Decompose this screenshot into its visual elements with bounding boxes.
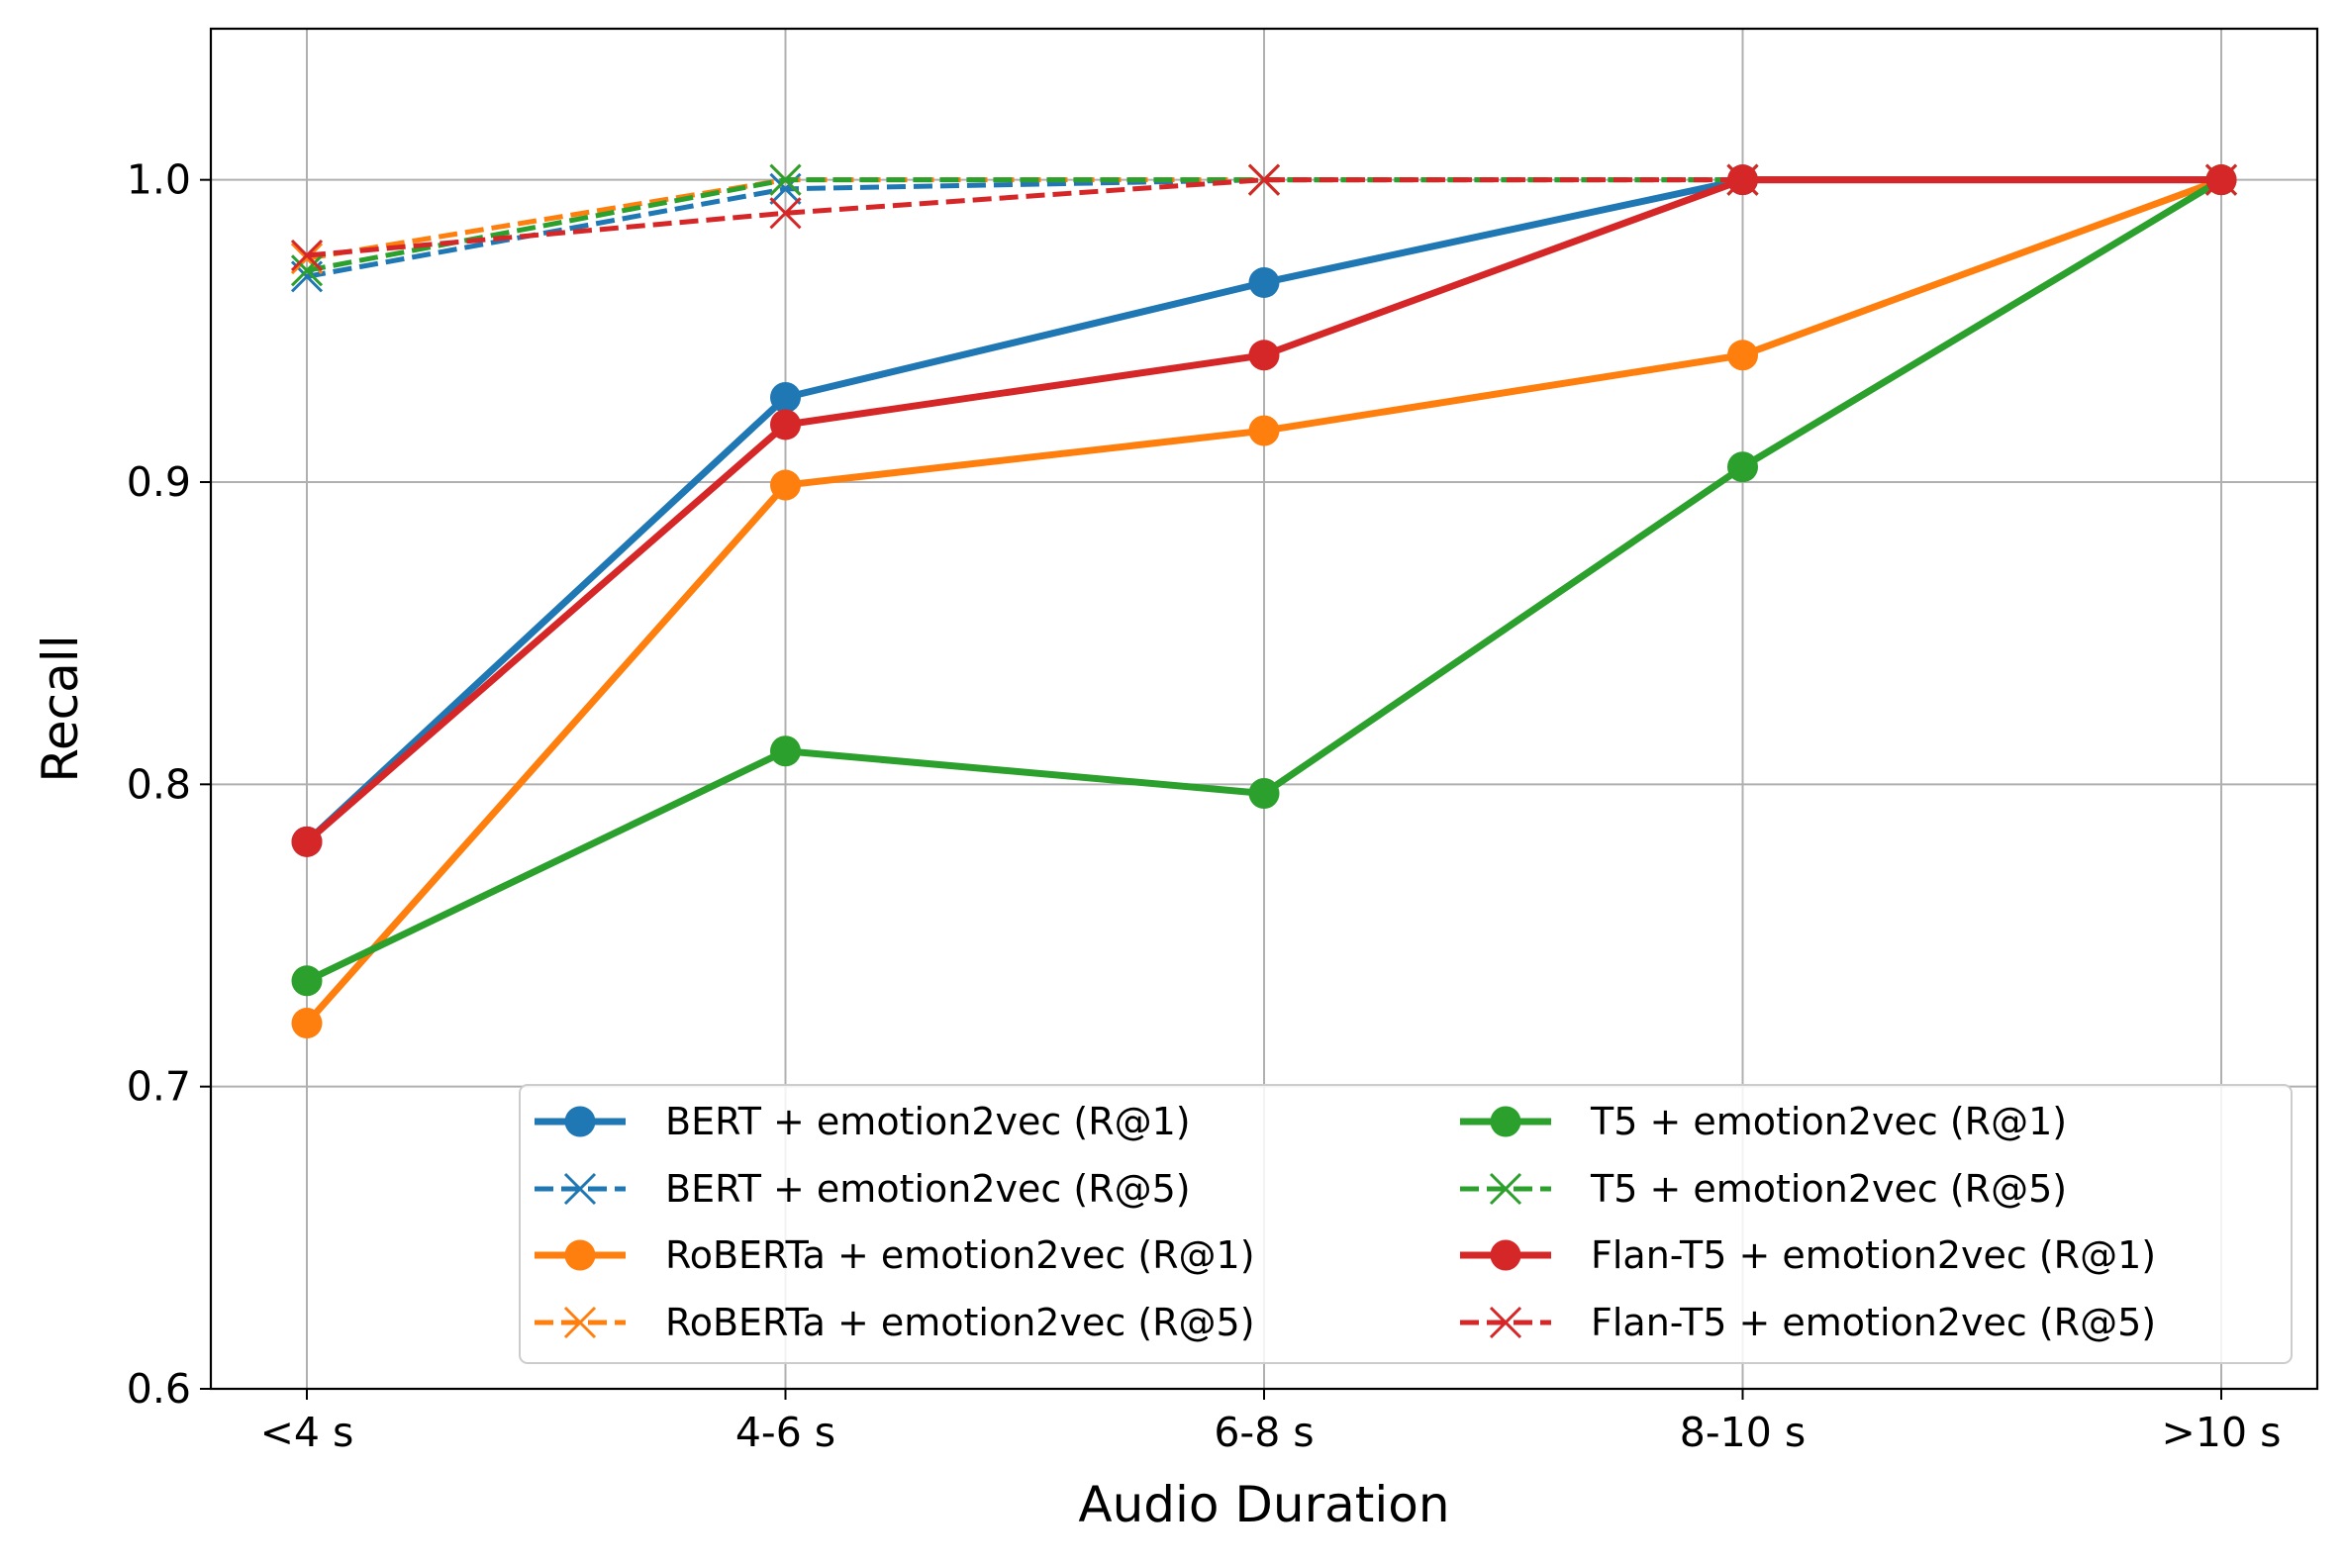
legend-label: T5 + emotion2vec (R@5) xyxy=(1590,1167,2067,1211)
data-point xyxy=(1247,163,1281,196)
legend-entry-roberta-emotion2vec-r-5: RoBERTa + emotion2vec (R@5) xyxy=(535,1301,1255,1344)
data-point xyxy=(2204,163,2238,196)
data-point xyxy=(770,735,801,767)
legend-entry-bert-emotion2vec-r-1: BERT + emotion2vec (R@1) xyxy=(535,1100,1191,1143)
data-point xyxy=(770,409,801,441)
data-point xyxy=(769,197,802,230)
legend-label: BERT + emotion2vec (R@5) xyxy=(665,1167,1191,1211)
y-tick-label: 0.9 xyxy=(127,458,191,506)
y-tick-label: 0.6 xyxy=(127,1365,191,1413)
data-point xyxy=(1248,415,1280,446)
axis-ticks: <4 s 4-6 s 6-8 s 8-10 s >10 s 0.6 0.7 0.8 0.9 1.0 xyxy=(127,156,2282,1456)
series-flan-t5-emotion2vec-r-5 xyxy=(290,163,2238,272)
legend-label: Flan-T5 + emotion2vec (R@5) xyxy=(1591,1301,2156,1344)
legend-swatch-marker xyxy=(1489,1172,1522,1206)
x-tick-label: >10 s xyxy=(2162,1409,2282,1456)
data-point xyxy=(291,1008,323,1039)
legend-entry-flan-t5-emotion2vec-r-5: Flan-T5 + emotion2vec (R@5) xyxy=(1460,1301,2156,1344)
x-axis-label: Audio Duration xyxy=(1078,1476,1449,1533)
data-point xyxy=(1248,777,1280,809)
data-point xyxy=(291,965,323,997)
legend-label: RoBERTa + emotion2vec (R@5) xyxy=(665,1301,1255,1344)
legend-entry-bert-emotion2vec-r-5: BERT + emotion2vec (R@5) xyxy=(535,1167,1191,1211)
legend-entry-t5-emotion2vec-r-5: T5 + emotion2vec (R@5) xyxy=(1460,1167,2067,1211)
legend-swatch-marker xyxy=(564,1239,596,1271)
legend-swatch-marker xyxy=(563,1172,597,1206)
series-layer xyxy=(290,163,2238,1039)
data-point xyxy=(770,469,801,501)
legend-swatch-marker xyxy=(1489,1306,1522,1339)
legend-label: BERT + emotion2vec (R@1) xyxy=(665,1100,1191,1143)
data-point xyxy=(1248,266,1280,298)
y-tick-label: 1.0 xyxy=(127,156,191,204)
data-point xyxy=(290,254,324,287)
legend-box xyxy=(519,1084,2293,1364)
legend-entry-flan-t5-emotion2vec-r-1: Flan-T5 + emotion2vec (R@1) xyxy=(1460,1233,2156,1277)
x-tick-label: 6-8 s xyxy=(1214,1409,1314,1456)
data-point xyxy=(291,826,323,857)
legend-swatch-marker xyxy=(1490,1239,1521,1271)
legend-entry-t5-emotion2vec-r-1: T5 + emotion2vec (R@1) xyxy=(1460,1100,2067,1143)
x-tick-label: 8-10 s xyxy=(1680,1409,1806,1456)
data-point xyxy=(1726,163,1759,196)
legend: BERT + emotion2vec (R@1) BERT + emotion2v… xyxy=(519,1084,2293,1364)
legend-entry-roberta-emotion2vec-r-1: RoBERTa + emotion2vec (R@1) xyxy=(535,1233,1255,1277)
legend-swatch-marker xyxy=(564,1106,596,1137)
x-tick-label: 4-6 s xyxy=(735,1409,835,1456)
legend-label: RoBERTa + emotion2vec (R@1) xyxy=(665,1233,1255,1277)
legend-swatch-marker xyxy=(1490,1106,1521,1137)
data-point xyxy=(1727,340,1758,371)
data-point xyxy=(1727,451,1758,483)
data-point xyxy=(290,239,324,272)
x-tick-label: <4 s xyxy=(260,1409,354,1456)
y-axis-label: Recall xyxy=(32,635,89,782)
y-tick-label: 0.7 xyxy=(127,1063,191,1111)
legend-label: Flan-T5 + emotion2vec (R@1) xyxy=(1591,1233,2156,1277)
legend-label: T5 + emotion2vec (R@1) xyxy=(1590,1100,2067,1143)
data-point xyxy=(1248,340,1280,371)
data-point xyxy=(769,163,802,196)
data-point xyxy=(770,382,801,414)
legend-swatch-marker xyxy=(563,1306,597,1339)
y-tick-label: 0.8 xyxy=(127,760,191,808)
